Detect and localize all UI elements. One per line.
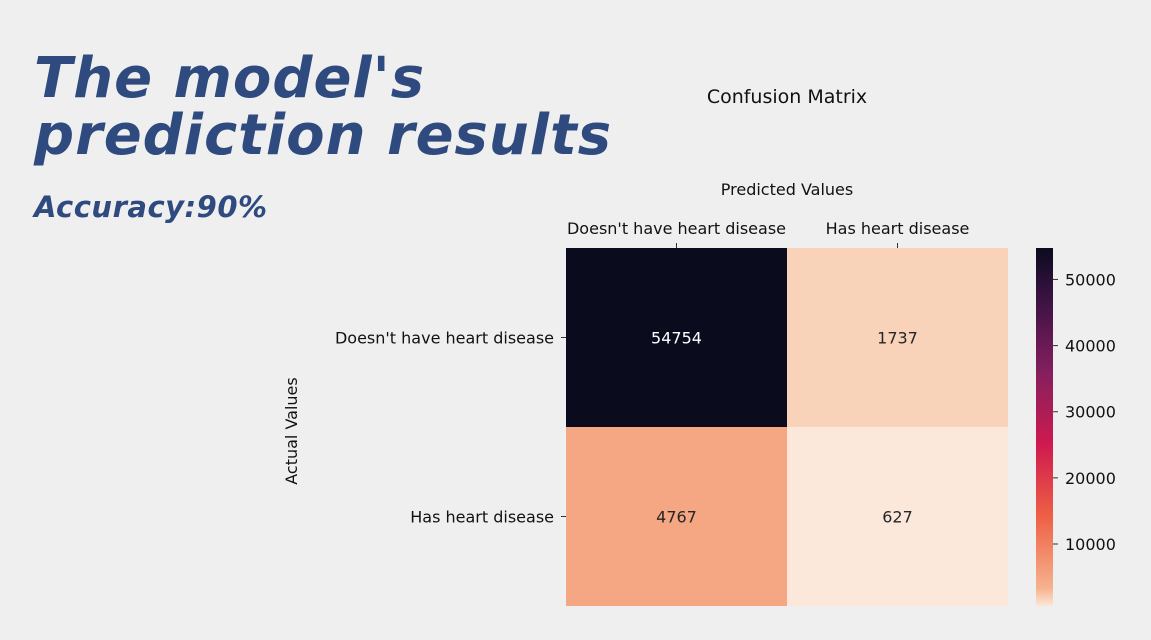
colorbar-tick-label: 50000	[1065, 270, 1116, 289]
y-axis-label: Actual Values	[282, 377, 301, 484]
cell-value-label: 4767	[656, 508, 697, 527]
slide-title: The model's prediction results	[34, 50, 612, 164]
x-tick-label: Doesn't have heart disease	[567, 219, 786, 238]
slide-title-line-2: prediction results	[34, 103, 613, 168]
accuracy-label: Accuracy:90%	[34, 190, 268, 224]
y-tick-label: Doesn't have heart disease	[335, 329, 554, 348]
colorbar	[1036, 248, 1053, 606]
colorbar-tick-label: 20000	[1065, 469, 1116, 488]
heatmap-cell	[566, 248, 787, 427]
heatmap-cell	[787, 427, 1008, 606]
heatmap-cell	[566, 427, 787, 606]
colorbar-tick-label: 40000	[1065, 337, 1116, 356]
colorbar-tick-label: 10000	[1065, 535, 1116, 554]
x-tick-label: Has heart disease	[826, 219, 970, 238]
cell-value-label: 1737	[877, 329, 918, 348]
cell-value-label: 54754	[651, 329, 702, 348]
colorbar-tick-label: 30000	[1065, 403, 1116, 422]
cell-value-label: 627	[882, 508, 913, 527]
chart-title: Confusion Matrix	[707, 86, 867, 108]
y-tick-label: Has heart disease	[410, 508, 554, 527]
heatmap-cell	[787, 248, 1008, 427]
slide-title-line-1: The model's	[34, 46, 426, 111]
x-axis-label: Predicted Values	[721, 180, 853, 199]
